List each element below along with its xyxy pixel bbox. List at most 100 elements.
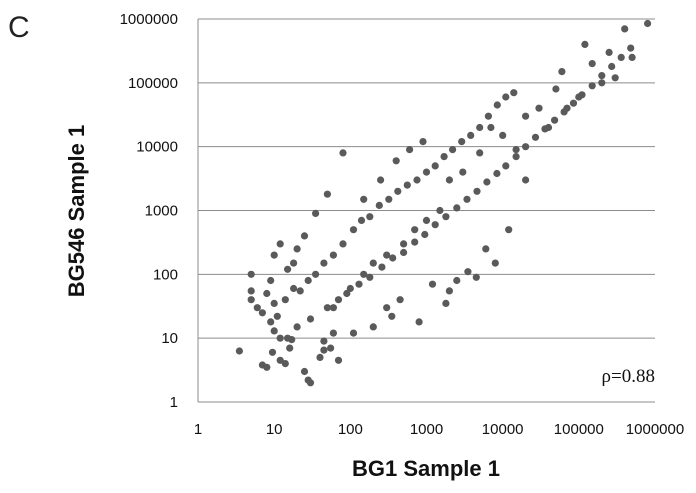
- data-point: [267, 276, 275, 285]
- data-point: [419, 138, 427, 146]
- data-point: [349, 226, 358, 234]
- data-point: [628, 53, 636, 62]
- data-point: [445, 176, 453, 184]
- y-tick-label: 1000000: [120, 11, 178, 28]
- data-point: [366, 273, 374, 281]
- data-point: [383, 304, 391, 312]
- data-point: [290, 259, 298, 267]
- data-point: [334, 356, 343, 364]
- data-point: [346, 284, 354, 293]
- data-point: [270, 251, 278, 259]
- data-point: [421, 230, 429, 239]
- data-point: [312, 209, 320, 217]
- data-point: [459, 168, 467, 176]
- data-point: [343, 289, 351, 298]
- data-point: [357, 216, 366, 224]
- data-point: [463, 195, 471, 203]
- data-point: [281, 296, 289, 304]
- data-point: [442, 213, 450, 221]
- data-point: [284, 334, 292, 342]
- data-point: [411, 238, 419, 246]
- data-point: [531, 133, 540, 141]
- data-point: [449, 146, 457, 154]
- data-point: [476, 149, 484, 157]
- correlation-annotation: ρ=0.88: [602, 366, 655, 387]
- data-point: [440, 153, 448, 161]
- y-tick-label: 10: [161, 330, 178, 347]
- data-point: [329, 304, 337, 312]
- data-point: [349, 329, 358, 337]
- data-point: [247, 287, 255, 295]
- data-point: [476, 123, 484, 132]
- data-point: [541, 125, 549, 133]
- x-tick-label: 100: [338, 421, 363, 438]
- data-point: [588, 60, 596, 68]
- panel-letter: C: [8, 11, 30, 44]
- data-point: [339, 149, 347, 157]
- data-point: [389, 254, 397, 262]
- data-point: [290, 284, 298, 293]
- data-point: [263, 363, 271, 371]
- data-point: [369, 259, 377, 267]
- data-point: [502, 162, 510, 170]
- y-tick-label: 100000: [128, 75, 178, 92]
- data-point: [316, 353, 324, 361]
- x-tick-label: 10: [266, 421, 283, 438]
- data-point: [627, 44, 635, 52]
- data-point: [293, 245, 301, 253]
- data-point: [436, 206, 444, 215]
- y-tick-label: 1: [170, 394, 178, 411]
- x-tick-label: 1000000: [626, 421, 684, 438]
- data-point: [581, 40, 589, 49]
- data-point: [522, 112, 530, 120]
- data-point: [415, 318, 423, 326]
- data-point: [396, 296, 404, 304]
- gridlines: [198, 18, 655, 339]
- data-point: [453, 204, 461, 212]
- data-point: [385, 195, 393, 203]
- data-point: [551, 116, 559, 124]
- data-point: [268, 348, 277, 356]
- data-point: [247, 296, 255, 304]
- data-points: [235, 19, 652, 387]
- data-point: [306, 379, 315, 387]
- data-point: [327, 344, 335, 352]
- data-point: [320, 259, 328, 267]
- data-point: [569, 99, 578, 107]
- data-point: [491, 259, 499, 267]
- data-point: [360, 270, 368, 278]
- data-point: [428, 280, 437, 288]
- data-point: [403, 181, 411, 189]
- y-tick-label: 100: [153, 266, 178, 283]
- y-tick-label: 10000: [136, 139, 178, 156]
- data-point: [499, 131, 507, 139]
- data-point: [431, 221, 439, 229]
- data-point: [535, 104, 543, 112]
- data-point: [431, 162, 439, 170]
- data-point: [320, 346, 328, 354]
- data-point: [588, 82, 596, 90]
- data-point: [512, 146, 520, 154]
- data-point: [270, 327, 278, 335]
- y-tick-label: 1000: [145, 203, 178, 220]
- data-point: [329, 329, 337, 337]
- data-point: [300, 367, 309, 376]
- data-point: [558, 68, 566, 76]
- tick-labels: 1 10 100 1000 10000 100000 1000000 1 10 100 1000 10…: [120, 11, 685, 438]
- data-point: [304, 276, 312, 285]
- data-point: [578, 91, 586, 99]
- data-point: [276, 240, 284, 248]
- data-point: [293, 323, 301, 331]
- data-point: [598, 72, 606, 80]
- data-point: [263, 289, 271, 298]
- data-point: [482, 245, 490, 253]
- data-point: [617, 53, 625, 62]
- data-point: [522, 143, 530, 151]
- data-point: [323, 304, 331, 312]
- data-point: [270, 299, 278, 307]
- data-point: [366, 213, 374, 221]
- data-point: [355, 280, 363, 288]
- data-point: [406, 146, 414, 154]
- x-axis-title: BG1 Sample 1: [352, 456, 500, 481]
